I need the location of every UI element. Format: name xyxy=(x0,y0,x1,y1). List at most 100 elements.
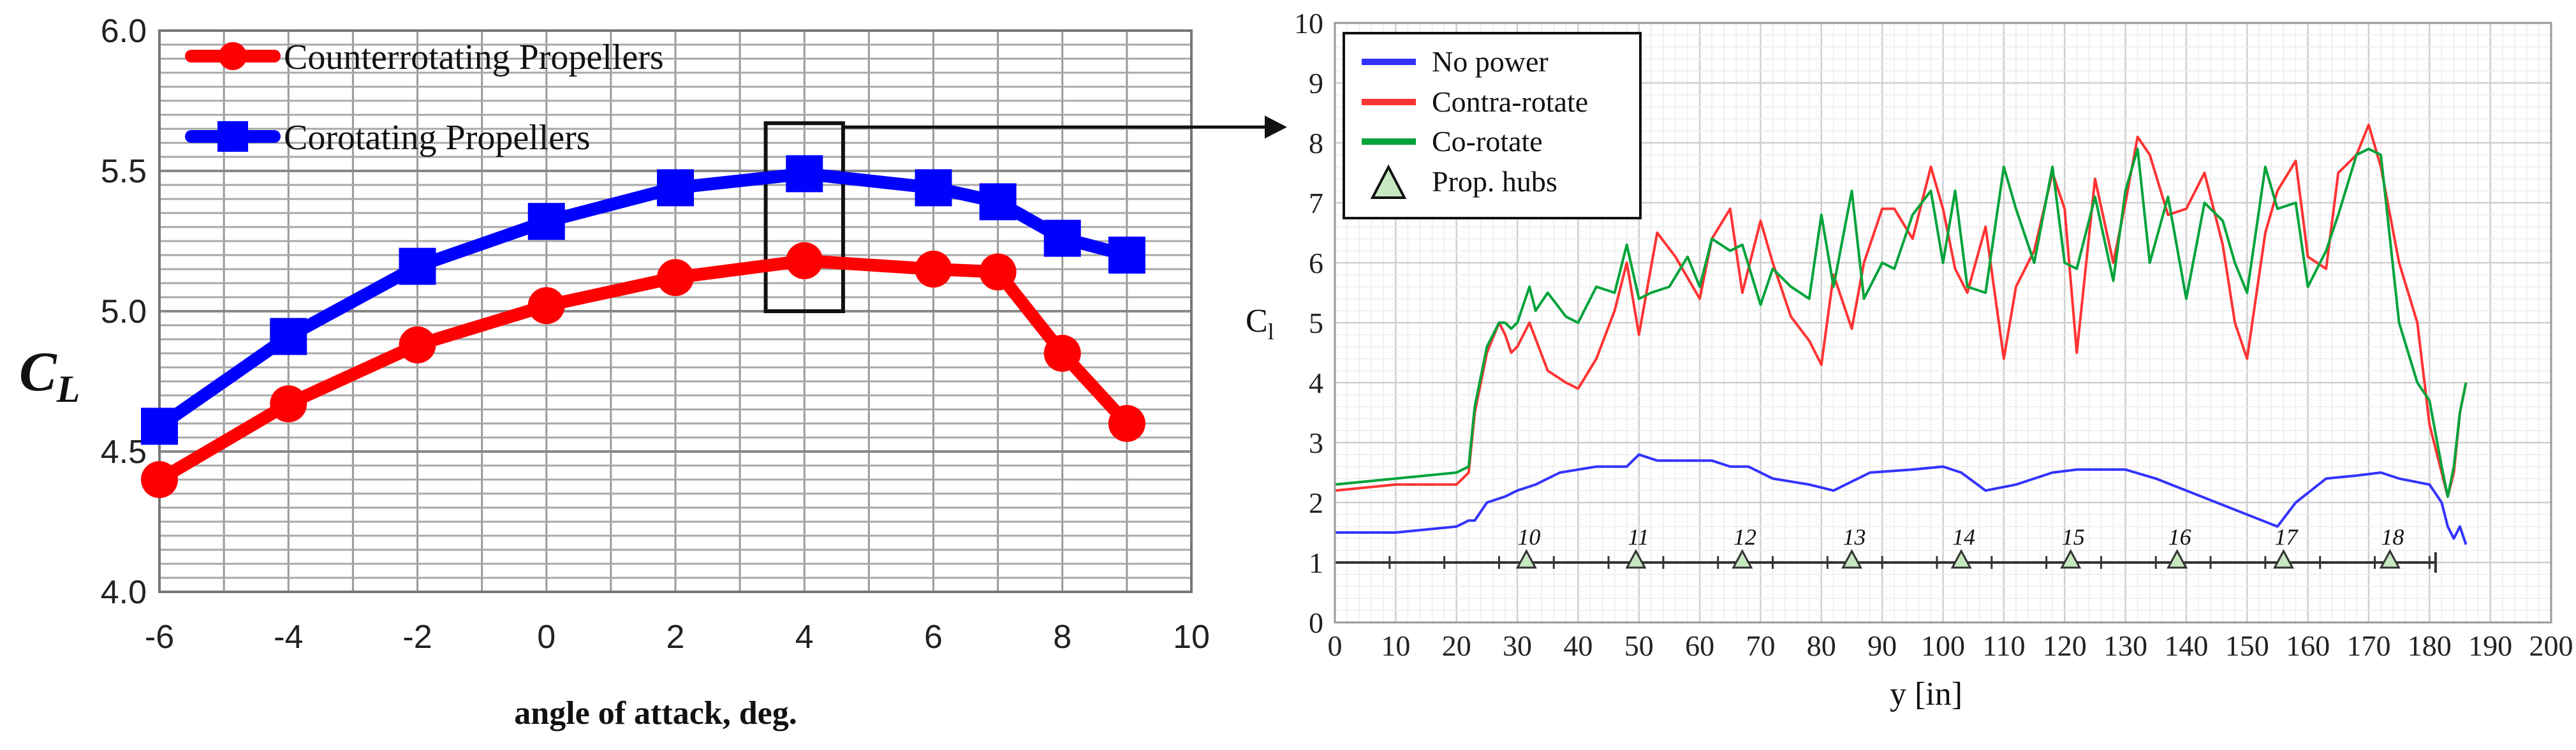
right-y-axis-label-sub: l xyxy=(1268,319,1274,344)
data-point-corotating-propellers xyxy=(915,169,952,207)
right-hubs: 10 11 12 13 14 15 16 17 18 xyxy=(1334,524,2437,573)
right-y-tick-label: 2 xyxy=(1309,487,1323,519)
left-y-tick-label: 4.0 xyxy=(101,574,147,611)
left-x-tick-label: -6 xyxy=(145,619,174,656)
right-y-tick-label: 1 xyxy=(1309,547,1323,579)
right-y-tick-label: 4 xyxy=(1309,367,1323,399)
right-y-tick-label: 10 xyxy=(1294,7,1323,40)
right-x-tick-label: 180 xyxy=(2408,629,2452,662)
data-point-corotating-propellers xyxy=(141,408,178,445)
legend-marker-corotating xyxy=(217,121,248,152)
right-x-tick-label: 80 xyxy=(1807,629,1836,662)
right-y-axis-label: Cl xyxy=(1246,303,1274,344)
right-x-tick-label: 70 xyxy=(1746,629,1775,662)
left-x-tick-label: 10 xyxy=(1173,619,1210,656)
right-y-tick-label: 9 xyxy=(1309,67,1323,99)
data-point-corotating-propellers xyxy=(657,169,694,207)
right-legend: No power Contra-rotate Co-rotate Prop. h… xyxy=(1343,32,1642,219)
left-x-tick-label: -2 xyxy=(402,619,432,656)
right-x-tick-label: 110 xyxy=(1982,629,2025,662)
left-axes: 4.0 4.5 5.0 5.5 6.0 -6 -4 -2 0 2 4 6 8 10 xyxy=(101,13,1210,656)
prop-hub-marker xyxy=(2379,548,2401,569)
left-legend: Counterrotating Propellers Corotating Pr… xyxy=(185,38,664,158)
prop-hub-label: 15 xyxy=(2062,524,2085,550)
series-line-co-rotate xyxy=(1334,147,2468,498)
prop-hub-marker xyxy=(2060,548,2082,569)
legend-marker-prop-hubs xyxy=(1370,164,1407,199)
prop-hub-marker xyxy=(1515,548,1537,569)
left-x-tick-label: 2 xyxy=(666,619,685,656)
prop-hub-marker xyxy=(1732,548,1753,569)
left-y-tick-label: 5.5 xyxy=(101,153,147,190)
right-y-tick-label: 0 xyxy=(1309,607,1323,639)
callout-arrow xyxy=(843,115,1287,139)
legend-label-co-rotate: Co-rotate xyxy=(1432,125,1543,158)
prop-hub-marker xyxy=(1625,548,1647,569)
right-x-tick-label: 190 xyxy=(2468,629,2512,662)
left-y-tick-label: 4.5 xyxy=(101,434,147,471)
legend-label-no-power: No power xyxy=(1432,45,1549,78)
data-point-counterrotating-propellers xyxy=(786,242,823,279)
right-x-tick-label: 50 xyxy=(1624,629,1654,662)
right-x-tick-label: 0 xyxy=(1328,629,1343,662)
prop-hub-label: 12 xyxy=(1733,524,1756,550)
data-point-corotating-propellers xyxy=(399,247,436,285)
legend-label-contra-rotate: Contra-rotate xyxy=(1432,85,1588,118)
left-x-tick-label: -4 xyxy=(274,619,303,656)
legend-label-corotating: Corotating Propellers xyxy=(284,118,591,158)
right-x-axis-label: y [in] xyxy=(1890,676,1962,712)
data-point-counterrotating-propellers xyxy=(915,251,952,288)
right-y-tick-label: 8 xyxy=(1309,127,1323,159)
prop-hub-label: 14 xyxy=(1952,524,1975,550)
data-point-corotating-propellers xyxy=(1108,237,1145,274)
series-line-no-power xyxy=(1335,453,2468,545)
right-x-tick-label: 200 xyxy=(2529,629,2573,662)
prop-hub-label: 10 xyxy=(1517,524,1540,550)
right-series xyxy=(1334,123,2468,545)
prop-hub-marker xyxy=(2167,548,2188,569)
left-y-axis-label-sub: L xyxy=(56,368,80,410)
left-x-tick-label: 6 xyxy=(924,619,943,656)
data-point-counterrotating-propellers xyxy=(1108,405,1145,442)
prop-hub-label: 16 xyxy=(2168,524,2191,550)
callout-arrowhead xyxy=(1265,115,1287,139)
right-x-tick-label: 30 xyxy=(1503,629,1532,662)
right-x-tick-label: 90 xyxy=(1867,629,1897,662)
right-y-tick-label: 3 xyxy=(1309,427,1323,459)
legend-label-prop-hubs: Prop. hubs xyxy=(1432,165,1557,198)
legend-label-counterrotating: Counterrotating Propellers xyxy=(284,38,664,77)
right-y-tick-label: 5 xyxy=(1309,307,1323,339)
series-line-corotating-propellers xyxy=(153,167,1133,433)
right-x-tick-label: 120 xyxy=(2043,629,2087,662)
prop-hub-label: 18 xyxy=(2381,524,2404,550)
prop-hub-marker xyxy=(1841,548,1862,569)
data-point-corotating-propellers xyxy=(1043,219,1081,257)
data-point-counterrotating-propellers xyxy=(399,326,436,364)
left-y-axis-label: CL xyxy=(19,341,80,410)
left-highlight-box xyxy=(763,121,845,313)
prop-hub-marker xyxy=(1950,548,1972,569)
data-point-counterrotating-propellers xyxy=(270,385,307,423)
left-y-tick-label: 6.0 xyxy=(101,13,147,50)
right-x-tick-label: 160 xyxy=(2286,629,2330,662)
left-chart: 4.0 4.5 5.0 5.5 6.0 -6 -4 -2 0 2 4 6 8 10 Counterrota… xyxy=(19,13,1210,732)
data-point-counterrotating-propellers xyxy=(141,461,178,498)
right-x-tick-label: 100 xyxy=(1921,629,1965,662)
right-x-tick-label: 60 xyxy=(1685,629,1714,662)
legend-marker-counterrotating xyxy=(219,42,247,70)
prop-hub-label: 11 xyxy=(1628,524,1649,550)
right-plot-border xyxy=(1334,22,2552,624)
data-point-corotating-propellers xyxy=(527,203,565,240)
right-x-tick-label: 130 xyxy=(2103,629,2147,662)
left-x-axis-label: angle of attack, deg. xyxy=(514,695,797,732)
right-y-tick-label: 6 xyxy=(1309,247,1323,279)
right-x-tick-label: 10 xyxy=(1381,629,1410,662)
left-x-tick-label: 4 xyxy=(795,619,814,656)
right-y-tick-label: 7 xyxy=(1309,187,1323,219)
data-point-corotating-propellers xyxy=(979,183,1017,221)
left-x-tick-label: 0 xyxy=(537,619,556,656)
left-series xyxy=(141,155,1145,498)
prop-hub-marker xyxy=(2272,548,2294,569)
